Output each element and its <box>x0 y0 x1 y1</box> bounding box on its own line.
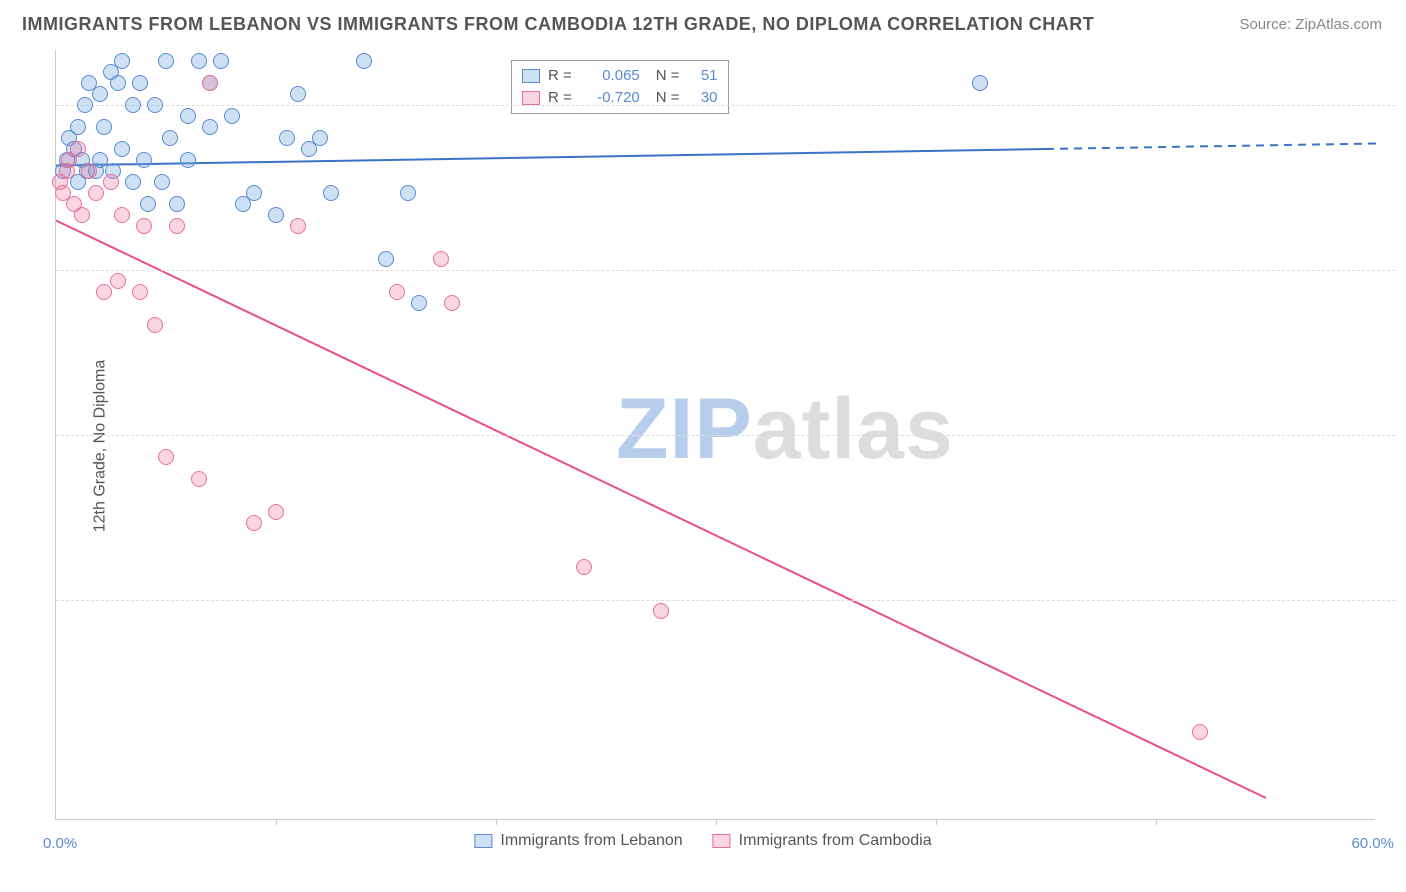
data-point <box>114 207 130 223</box>
data-point <box>323 185 339 201</box>
r-label: R = <box>548 65 572 87</box>
x-axis-min: 0.0% <box>43 835 77 852</box>
data-point <box>576 559 592 575</box>
chart-title: IMMIGRANTS FROM LEBANON VS IMMIGRANTS FR… <box>22 14 1094 35</box>
data-point <box>1192 724 1208 740</box>
data-point <box>224 108 240 124</box>
data-point <box>114 141 130 157</box>
data-point <box>246 185 262 201</box>
data-point <box>70 141 86 157</box>
data-point <box>290 218 306 234</box>
data-point <box>191 471 207 487</box>
data-point <box>147 317 163 333</box>
data-point <box>433 251 449 267</box>
data-point <box>246 515 262 531</box>
data-point <box>103 174 119 190</box>
data-point <box>114 53 130 69</box>
x-tick <box>1156 819 1157 825</box>
data-point <box>81 163 97 179</box>
data-point <box>125 174 141 190</box>
n-value: 51 <box>688 65 718 87</box>
data-point <box>312 130 328 146</box>
data-point <box>110 75 126 91</box>
data-point <box>972 75 988 91</box>
r-value: 0.065 <box>580 65 640 87</box>
data-point <box>96 119 112 135</box>
gridline-h: 70.0% <box>56 435 1395 436</box>
data-point <box>279 130 295 146</box>
data-point <box>136 218 152 234</box>
data-point <box>356 53 372 69</box>
data-point <box>70 119 86 135</box>
data-point <box>191 53 207 69</box>
data-point <box>268 207 284 223</box>
legend-swatch <box>522 69 540 83</box>
data-point <box>77 97 93 113</box>
x-tick <box>276 819 277 825</box>
data-point <box>400 185 416 201</box>
data-point <box>389 284 405 300</box>
data-point <box>88 185 104 201</box>
legend-label: Immigrants from Cambodia <box>739 832 932 850</box>
legend-item: Immigrants from Lebanon <box>474 832 682 850</box>
x-tick <box>936 819 937 825</box>
data-point <box>411 295 427 311</box>
legend-series: Immigrants from Lebanon Immigrants from C… <box>474 832 931 850</box>
data-point <box>147 97 163 113</box>
data-point <box>202 119 218 135</box>
data-point <box>158 449 174 465</box>
gridline-h: 100.0% <box>56 105 1395 106</box>
data-point <box>290 86 306 102</box>
data-point <box>180 152 196 168</box>
data-point <box>74 207 90 223</box>
legend-swatch <box>474 834 492 848</box>
data-point <box>268 504 284 520</box>
data-point <box>132 284 148 300</box>
gridline-h: 85.0% <box>56 270 1395 271</box>
data-point <box>169 196 185 212</box>
data-point <box>180 108 196 124</box>
x-tick <box>716 819 717 825</box>
data-point <box>125 97 141 113</box>
data-point <box>136 152 152 168</box>
data-point <box>92 86 108 102</box>
legend-label: Immigrants from Lebanon <box>500 832 682 850</box>
data-point <box>162 130 178 146</box>
x-tick <box>496 819 497 825</box>
data-point <box>96 284 112 300</box>
data-point <box>169 218 185 234</box>
data-point <box>653 603 669 619</box>
data-point <box>110 273 126 289</box>
data-point <box>444 295 460 311</box>
data-point <box>213 53 229 69</box>
n-label: N = <box>656 65 680 87</box>
gridline-h: 55.0% <box>56 600 1395 601</box>
x-axis-max: 60.0% <box>1351 835 1394 852</box>
data-point <box>158 53 174 69</box>
data-point <box>140 196 156 212</box>
data-point <box>378 251 394 267</box>
legend-swatch <box>713 834 731 848</box>
legend-item: Immigrants from Cambodia <box>713 832 932 850</box>
legend-stat-row: R = 0.065 N = 51 <box>522 65 718 87</box>
legend-swatch <box>522 91 540 105</box>
data-point <box>132 75 148 91</box>
plot-area: ZIPatlas R =0.065N =51R =-0.720N =30 55.… <box>55 50 1375 820</box>
data-point <box>202 75 218 91</box>
data-point <box>154 174 170 190</box>
source-label: Source: ZipAtlas.com <box>1239 16 1382 33</box>
